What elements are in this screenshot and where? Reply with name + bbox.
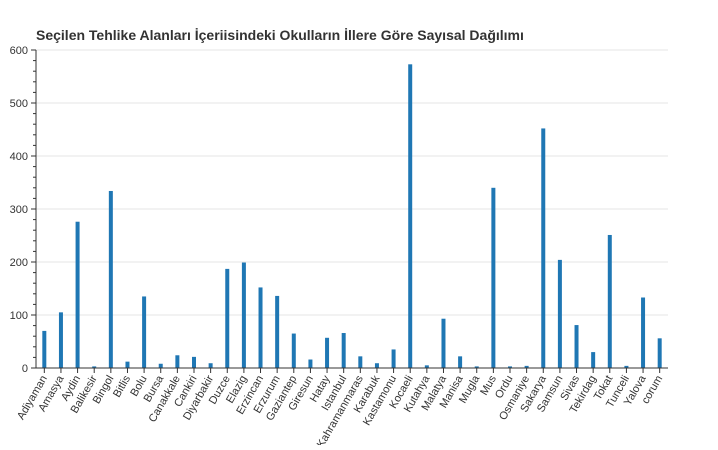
bar: [108, 190, 113, 368]
bar: [42, 330, 47, 368]
bar: [524, 365, 529, 368]
y-tick-label: 0: [22, 363, 28, 375]
bar: [142, 296, 147, 368]
bar: [125, 361, 130, 368]
bar: [424, 365, 429, 368]
bar: [491, 187, 496, 368]
grid-lines: [36, 49, 668, 369]
bar: [391, 349, 396, 368]
bar: [92, 366, 97, 368]
bar: [258, 287, 263, 368]
y-tick-label: 300: [10, 204, 28, 216]
bar: [225, 268, 230, 368]
y-tick-label: 400: [10, 151, 28, 163]
bar: [624, 365, 629, 368]
bar: [208, 363, 213, 368]
bar: [607, 234, 612, 368]
bar: [341, 333, 346, 368]
bar: [275, 295, 280, 368]
bar: [657, 338, 662, 368]
bar: [175, 355, 180, 368]
bar: [192, 356, 196, 368]
bar: [325, 337, 330, 368]
bar: [374, 363, 379, 368]
bar: [158, 363, 163, 368]
bar: [541, 128, 546, 368]
y-tick-label: 600: [10, 45, 28, 57]
bar: [591, 352, 596, 368]
y-tick-label: 100: [10, 310, 28, 322]
bar: [75, 221, 80, 368]
bar: [308, 359, 313, 368]
bars: [42, 64, 662, 368]
bar: [291, 333, 296, 368]
bar: [58, 312, 63, 368]
bar: [408, 64, 413, 368]
y-axis: 0 100 200 300 400 500 600: [10, 45, 37, 375]
bar: [441, 318, 446, 368]
x-tick-label: Bitlis: [111, 373, 133, 400]
chart-title: Seçilen Tehlike Alanları İçeriisindeki O…: [36, 27, 524, 43]
y-tick-label: 500: [10, 98, 28, 110]
bar: [641, 297, 646, 368]
bar: [508, 366, 512, 368]
bar: [241, 262, 246, 368]
x-axis: AdiyamanAmasyaAydinBalikesirBingolBitlis…: [15, 367, 668, 450]
bar: [574, 325, 579, 368]
bar: [458, 356, 463, 368]
y-tick-label: 200: [10, 257, 28, 269]
bar: [474, 366, 479, 368]
bar: [557, 259, 562, 368]
bar: [358, 356, 363, 368]
